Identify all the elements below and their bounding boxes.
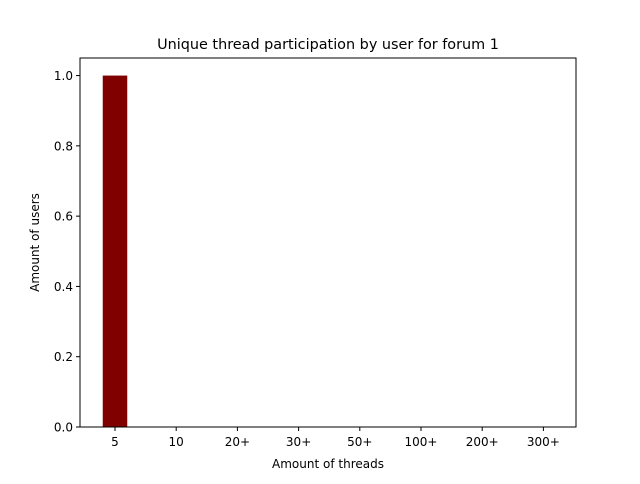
y-tick-label: 0.6 <box>54 210 73 224</box>
x-axis-label: Amount of threads <box>272 457 384 471</box>
x-tick-label: 10 <box>169 435 184 449</box>
x-axis-ticks: 5 10 20+ 30+ 50+ 100+ 200+ 300+ <box>111 427 560 449</box>
y-tick-label: 0.4 <box>54 280 73 294</box>
y-axis-ticks: 0.0 0.2 0.4 0.6 0.8 1.0 <box>54 69 80 435</box>
y-tick-label: 0.2 <box>54 350 73 364</box>
x-tick-label: 200+ <box>466 435 499 449</box>
x-tick-label: 100+ <box>405 435 438 449</box>
x-tick-label: 50+ <box>347 435 372 449</box>
y-tick-label: 1.0 <box>54 69 73 83</box>
y-tick-label: 0.0 <box>54 421 73 435</box>
x-tick-label: 300+ <box>527 435 560 449</box>
chart-title: Unique thread participation by user for … <box>157 37 499 53</box>
y-tick-label: 0.8 <box>54 139 73 153</box>
plot-frame <box>79 57 577 428</box>
x-tick-label: 5 <box>111 435 119 449</box>
y-axis-label: Amount of users <box>28 193 42 292</box>
x-tick-label: 20+ <box>225 435 250 449</box>
bar-5 <box>102 75 128 428</box>
bars-layer <box>102 75 128 428</box>
x-tick-label: 30+ <box>286 435 311 449</box>
